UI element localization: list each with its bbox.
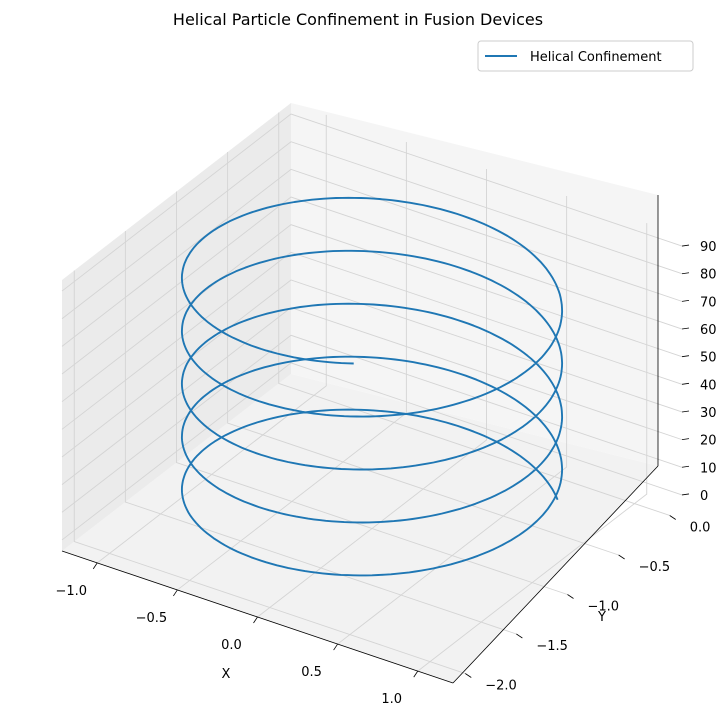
- y-tick-mark: [516, 633, 523, 639]
- z-tick-label: 70: [700, 295, 717, 310]
- x-grid-line: [417, 223, 648, 672]
- grid-lines: [61, 112, 683, 674]
- x-tick-label: 0.5: [301, 665, 322, 680]
- z-grid-line: [61, 168, 683, 347]
- y-grid-line: [124, 231, 517, 635]
- z-grid-line: [61, 196, 683, 375]
- y-grid-line: [73, 270, 466, 674]
- y-tick-label: −0.5: [639, 560, 671, 575]
- z-tick-mark: [681, 438, 690, 441]
- z-tick-mark: [681, 299, 690, 302]
- y-tick-label: 0.0: [690, 520, 711, 535]
- x-tick-label: −1.0: [55, 584, 87, 599]
- z-tick-label: 10: [700, 461, 717, 476]
- y-tick-mark: [618, 554, 625, 560]
- x-tick-label: −0.5: [136, 611, 168, 626]
- x-tick-mark: [413, 670, 419, 678]
- legend: Helical Confinement: [477, 40, 694, 72]
- legend-label: Helical Confinement: [530, 50, 662, 65]
- y-grid-line: [227, 151, 619, 556]
- z-tick-mark: [681, 493, 690, 496]
- z-tick-mark: [681, 382, 690, 385]
- z-tick-label: 90: [700, 240, 717, 255]
- y-tick-label: −1.0: [588, 600, 620, 615]
- x-tick-mark: [333, 643, 338, 651]
- legend-box: [477, 40, 694, 72]
- y-tick-mark: [567, 594, 574, 599]
- z-tick-mark: [681, 410, 690, 413]
- x-tick-mark: [173, 589, 178, 597]
- series-layer: [180, 196, 564, 577]
- z-grid-line: [61, 141, 683, 320]
- chart-title: Helical Particle Confinement in Fusion D…: [173, 10, 543, 29]
- x-grid-line: [257, 169, 487, 618]
- z-tick-label: 0: [700, 489, 708, 504]
- z-tick-mark: [681, 244, 690, 247]
- z-tick-label: 60: [700, 323, 717, 338]
- x-tick-label: 1.0: [381, 692, 402, 707]
- z-grid-line: [61, 251, 683, 430]
- z-tick-label: 50: [700, 351, 717, 366]
- z-grid-line: [61, 279, 683, 458]
- y-tick-label: −1.5: [536, 639, 568, 654]
- x-grid-line: [337, 196, 568, 645]
- z-tick-label: 80: [700, 268, 717, 283]
- y-axis-label: Y: [597, 610, 606, 625]
- x-tick-mark: [253, 616, 258, 624]
- z-tick-mark: [681, 272, 690, 275]
- z-tick-mark: [681, 355, 690, 358]
- z-tick-mark: [681, 465, 690, 468]
- floor-pane: [62, 374, 658, 683]
- z-grid-line: [61, 334, 683, 513]
- x-grid-line: [96, 114, 327, 564]
- tick-labels: −1.0 −0.5 0.0 0.5 1.0 −2.0 −1.5 −1.0 −0.5 0.0 0 10 2…: [55, 240, 716, 707]
- z-tick-label: 20: [700, 434, 717, 449]
- x-tick-label: 0.0: [221, 638, 242, 653]
- x-axis-label: X: [222, 667, 231, 682]
- z-tick-label: 30: [700, 406, 717, 421]
- z-grid-line: [61, 113, 683, 292]
- helix-series-line: [180, 196, 564, 577]
- y-tick-mark: [669, 515, 676, 520]
- z-tick-label: 40: [700, 378, 717, 393]
- x-tick-mark: [92, 562, 98, 570]
- z-grid-line: [61, 224, 683, 403]
- y-axis-line: [452, 465, 659, 684]
- z-tick-mark: [681, 327, 690, 330]
- y-tick-mark: [465, 673, 472, 678]
- y-tick-label: −2.0: [485, 679, 517, 694]
- y-grid-line: [176, 191, 568, 595]
- axes-panes: [62, 103, 658, 683]
